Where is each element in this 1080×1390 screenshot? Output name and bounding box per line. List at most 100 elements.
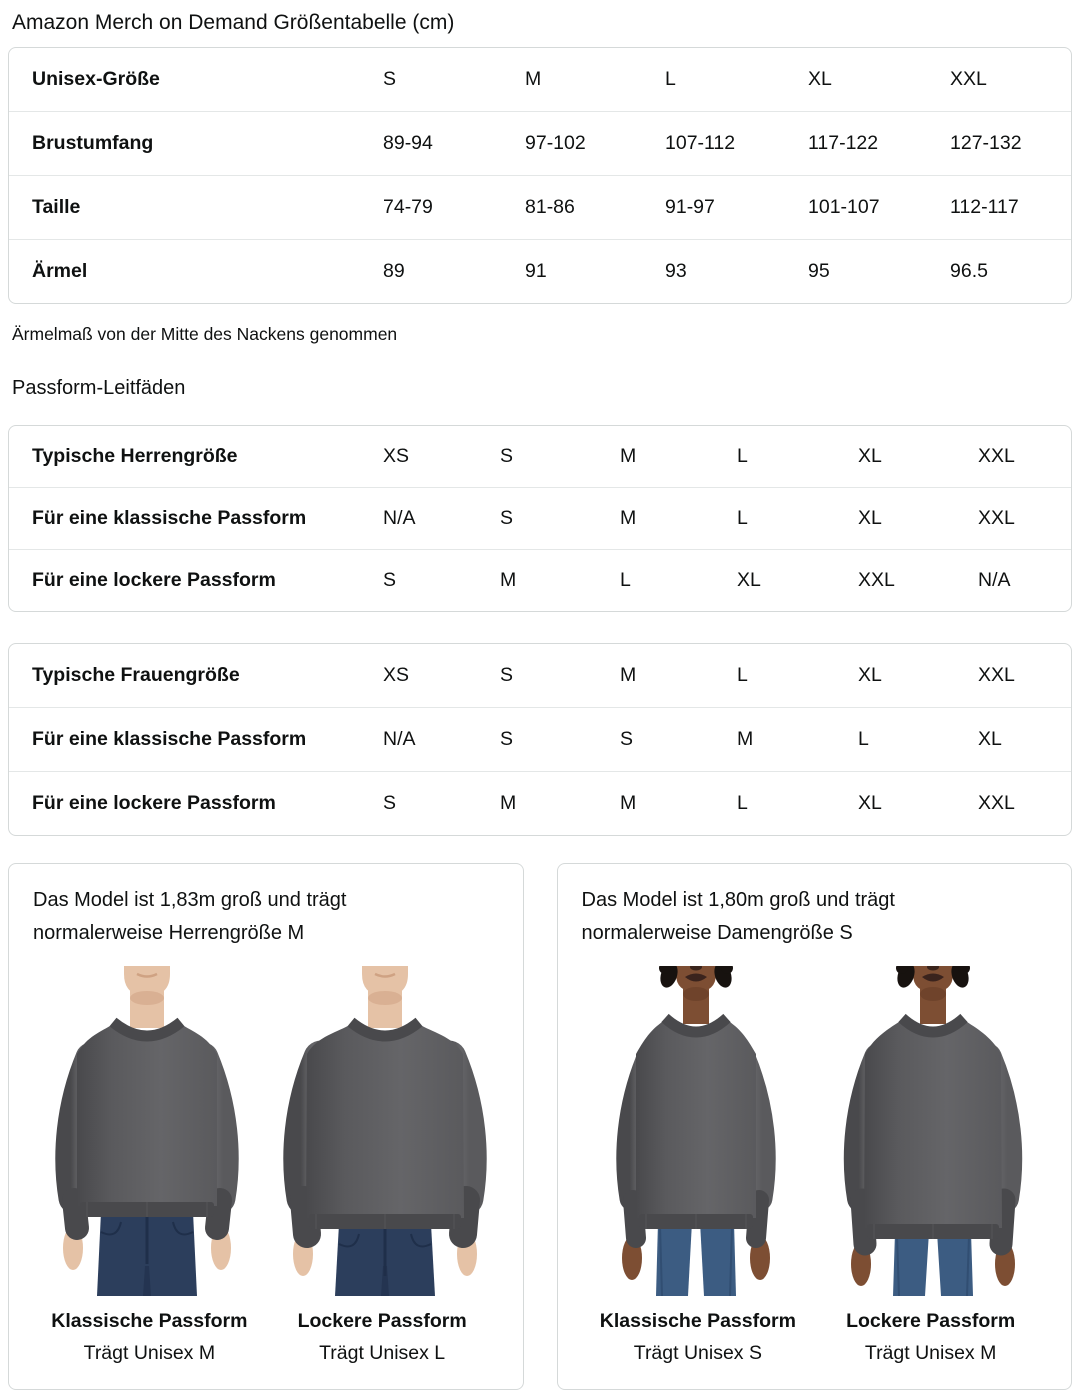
table-row: Typische Frauengröße XS S M L XL XXL (9, 644, 1071, 708)
size-value: S (500, 664, 514, 686)
table-row: Für eine klassische Passform N/A S S M L XL (9, 708, 1071, 772)
size-value: 81-86 (525, 196, 575, 218)
size-worn-label: Trägt Unisex S (633, 1342, 762, 1364)
fit-label: Klassische Passform (51, 1310, 248, 1332)
size-value: XL (858, 507, 882, 529)
size-value: M (737, 728, 754, 750)
unisex-size-table: Unisex-Größe S M L XL XXL Brustumfang 89-94 97-1… (8, 47, 1072, 304)
table-row: Taille 74-79 81-86 91-97 101-107 112-117 (9, 176, 1071, 240)
size-value: S (500, 445, 514, 467)
size-worn-label: Trägt Unisex L (319, 1342, 446, 1364)
size-value: S (500, 728, 514, 750)
size-value: XS (383, 664, 410, 686)
size-value: XL (858, 792, 882, 814)
size-value: M (620, 664, 637, 686)
table-row: Für eine klassische Passform N/A S M L XL XXL (9, 488, 1071, 550)
size-value: L (737, 664, 748, 686)
table-row: Für eine lockere Passform S M L XL XXL N/A (9, 550, 1071, 611)
model-description-line2: normalerweise Herrengröße M (33, 922, 305, 944)
fit-label: Lockere Passform (846, 1310, 1016, 1332)
size-value: L (620, 569, 631, 591)
model-photo-male-classic-fit (33, 966, 261, 1296)
model-card-women: Das Model ist 1,80m groß und trägt norma… (556, 863, 1072, 1390)
fit-label: Lockere Passform (297, 1310, 467, 1332)
size-value: N/A (383, 728, 416, 750)
caption-row: Klassische Passform Trägt Unisex M Locke… (33, 1308, 499, 1368)
womens-fit-table: Typische Frauengröße XS S M L XL XXL Für eine k… (8, 643, 1072, 836)
model-description-line1: Das Model ist 1,80m groß und trägt (581, 889, 895, 911)
size-value: M (620, 445, 637, 467)
row-label: Ärmel (32, 260, 88, 282)
caption-row: Klassische Passform Trägt Unisex S Locke… (582, 1308, 1048, 1368)
sleeve-measure-note: Ärmelmaß von der Mitte des Nackens genom… (12, 324, 398, 344)
model-photo-female-loose-fit (819, 966, 1047, 1296)
model-cards-row: Das Model ist 1,83m groß und trägt norma… (8, 863, 1072, 1390)
size-value: L (737, 507, 748, 529)
size-value: XXL (978, 792, 1015, 814)
size-value: 117-122 (808, 132, 879, 154)
page-title: Amazon Merch on Demand Größentabelle (cm… (12, 11, 455, 34)
size-value: XXL (978, 445, 1015, 467)
size-value: L (737, 445, 748, 467)
size-value: S (620, 728, 634, 750)
photo-caption: Klassische Passform Trägt Unisex S (582, 1308, 815, 1368)
size-worn-label: Trägt Unisex M (864, 1342, 997, 1364)
size-value: 96.5 (950, 260, 988, 282)
table-row: Ärmel 89 91 93 95 96.5 (9, 240, 1071, 303)
size-value: 91 (525, 260, 547, 282)
size-value: XXL (978, 664, 1015, 686)
size-value: L (737, 792, 748, 814)
size-value: M (500, 569, 517, 591)
size-value: S (500, 507, 514, 529)
size-value: M (620, 792, 637, 814)
size-value: XL (858, 664, 882, 686)
size-value: S (383, 68, 397, 90)
model-description: Das Model ist 1,83m groß und trägt norma… (33, 884, 499, 950)
size-value: 95 (808, 260, 830, 282)
size-value: XL (978, 728, 1002, 750)
photo-row (581, 966, 1047, 1296)
size-value: M (525, 68, 542, 90)
fit-label: Klassische Passform (599, 1310, 796, 1332)
mens-fit-table: Typische Herrengröße XS S M L XL XXL Für eine k… (8, 425, 1072, 612)
row-label: Für eine klassische Passform (32, 507, 307, 529)
size-value: M (620, 507, 637, 529)
size-value: N/A (383, 507, 416, 529)
size-value: XXL (978, 507, 1015, 529)
table-row: Typische Herrengröße XS S M L XL XXL (9, 426, 1071, 488)
fit-guides-heading: Passform-Leitfäden (12, 377, 186, 399)
size-value: L (858, 728, 869, 750)
size-value: 107-112 (665, 132, 736, 154)
size-value: XL (737, 569, 761, 591)
size-worn-label: Trägt Unisex M (83, 1342, 216, 1364)
row-label: Unisex-Größe (32, 68, 160, 90)
size-value: 89 (383, 260, 405, 282)
size-value: S (383, 792, 397, 814)
photo-row (33, 966, 499, 1296)
size-value: XXL (950, 68, 987, 90)
photo-caption: Lockere Passform Trägt Unisex L (266, 1308, 499, 1368)
size-value: XXL (858, 569, 895, 591)
model-photo-male-loose-fit (270, 966, 499, 1296)
size-value: N/A (978, 569, 1011, 591)
size-value: S (383, 569, 397, 591)
size-value: 127-132 (950, 132, 1022, 154)
model-photo-female-classic-fit (581, 966, 810, 1296)
size-value: XL (858, 445, 882, 467)
table-row: Für eine lockere Passform S M M L XL XXL (9, 772, 1071, 835)
size-value: 93 (665, 260, 687, 282)
row-label: Taille (32, 196, 81, 218)
table-row: Unisex-Größe S M L XL XXL (9, 48, 1071, 112)
model-card-men: Das Model ist 1,83m groß und trägt norma… (8, 863, 524, 1390)
model-description: Das Model ist 1,80m groß und trägt norma… (582, 884, 1048, 950)
size-value: 112-117 (950, 196, 1019, 218)
size-value: M (500, 792, 517, 814)
size-value: 89-94 (383, 132, 433, 154)
size-value: L (665, 68, 676, 90)
model-description-line2: normalerweise Damengröße S (581, 922, 853, 944)
row-label: Für eine klassische Passform (32, 728, 307, 750)
row-label: Typische Herrengröße (32, 445, 238, 467)
row-label: Typische Frauengröße (32, 664, 240, 686)
row-label: Für eine lockere Passform (32, 569, 276, 591)
